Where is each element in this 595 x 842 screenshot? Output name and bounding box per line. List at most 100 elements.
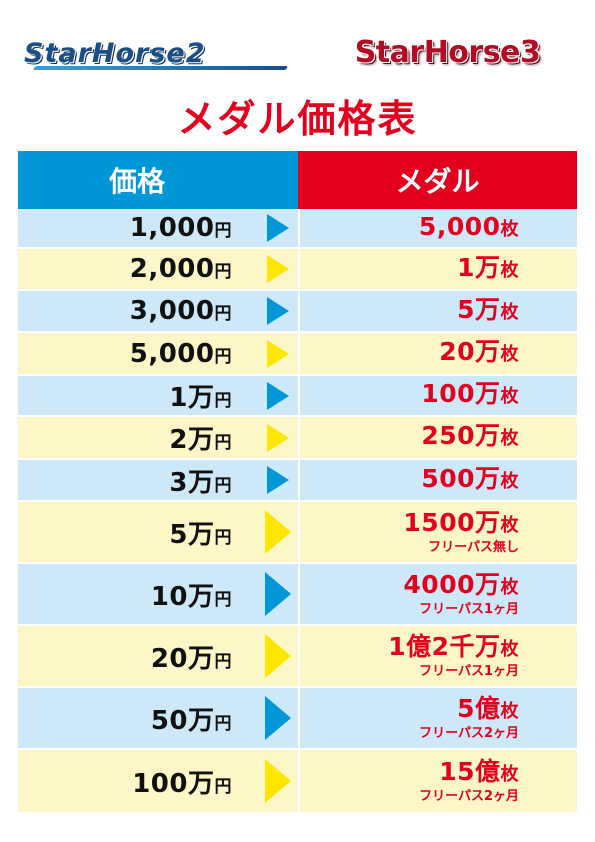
price-value: 10万円 xyxy=(151,576,232,613)
medal-amount: 4000万 xyxy=(403,569,501,599)
medal-unit: 枚 xyxy=(500,386,519,407)
table-row: 3,000円 5万枚 xyxy=(18,291,577,333)
price-amount: 3万 xyxy=(169,467,215,498)
logo-bar: StarHorse2 StarHorse3 xyxy=(0,30,595,90)
medal-cell: 250万枚 xyxy=(298,417,577,458)
price-cell: 2万円 xyxy=(18,417,298,458)
price-cell: 10万円 xyxy=(18,564,298,624)
price-value: 2,000円 xyxy=(130,254,232,284)
medal-cell: 500万枚 xyxy=(298,460,577,500)
starhorse3-logo-text: StarHorse3 xyxy=(354,34,541,70)
price-unit: 円 xyxy=(214,651,232,672)
price-cell: 20万円 xyxy=(18,626,298,686)
medal-value: 5,000枚 xyxy=(418,211,519,244)
medal-value: 5万枚 xyxy=(457,294,519,327)
price-unit: 円 xyxy=(214,391,232,411)
medal-value: 5億枚 xyxy=(457,693,519,726)
medal-amount: 250万 xyxy=(421,421,501,450)
free-pass-note: フリーパス2ヶ月 xyxy=(419,725,519,741)
right-arrow-icon xyxy=(265,696,291,740)
medal-value: 15億枚 xyxy=(439,756,519,789)
arrow-cell xyxy=(258,333,298,374)
table-row: 2万円 250万枚 xyxy=(18,417,577,460)
arrow-cell xyxy=(258,209,298,247)
right-arrow-icon xyxy=(265,572,291,616)
medal-amount: 500万 xyxy=(421,463,501,493)
header-medal: メダル xyxy=(298,151,577,209)
medal-amount: 5億 xyxy=(457,693,501,723)
price-cell: 3,000円 xyxy=(18,291,298,331)
medal-unit: 枚 xyxy=(500,763,519,785)
price-value: 1,000円 xyxy=(130,213,232,243)
header-price: 価格 xyxy=(18,151,298,209)
arrow-cell xyxy=(258,249,298,289)
price-unit: 円 xyxy=(214,262,232,282)
price-value: 2万円 xyxy=(169,419,232,456)
medal-value: 1万枚 xyxy=(457,252,519,285)
price-value: 3万円 xyxy=(169,462,232,499)
table-row: 5,000円 20万枚 xyxy=(18,333,577,376)
table-header: 価格 メダル xyxy=(18,151,577,209)
price-amount: 2万 xyxy=(169,425,215,455)
price-unit: 円 xyxy=(214,304,232,324)
medal-amount: 15億 xyxy=(439,756,501,786)
table-row: 50万円 5億枚 フリーパス2ヶ月 xyxy=(18,688,577,750)
price-cell: 2,000円 xyxy=(18,249,298,289)
medal-value: 1500万枚 xyxy=(403,507,519,540)
table-row: 2,000円 1万枚 xyxy=(18,249,577,291)
medal-amount: 1万 xyxy=(457,252,501,282)
right-arrow-icon xyxy=(267,381,289,410)
price-value: 20万円 xyxy=(151,638,232,675)
right-arrow-icon xyxy=(267,466,289,494)
free-pass-note: フリーパス1ヶ月 xyxy=(419,663,519,679)
price-value: 50万円 xyxy=(151,700,232,737)
price-amount: 20万 xyxy=(150,643,215,674)
price-unit: 円 xyxy=(214,713,232,734)
table-row: 100万円 15億枚 フリーパス2ヶ月 xyxy=(18,750,577,814)
medal-unit: 枚 xyxy=(500,344,519,365)
arrow-cell xyxy=(258,502,298,562)
price-amount: 5万 xyxy=(169,519,215,550)
price-amount: 100万 xyxy=(132,768,215,799)
page-title: メダル価格表 xyxy=(177,97,418,141)
price-unit: 円 xyxy=(214,221,232,241)
right-arrow-icon xyxy=(265,759,291,803)
table-body: 1,000円 5,000枚 2,000円 1万枚 3,000円 5万枚 5,000円 20万枚… xyxy=(18,209,577,814)
starhorse2-swoosh xyxy=(32,66,289,70)
arrow-cell xyxy=(258,417,298,458)
starhorse2-logo-text: StarHorse2 xyxy=(24,37,206,69)
table-row: 5万円 1500万枚 フリーパス無し xyxy=(18,502,577,564)
price-cell: 100万円 xyxy=(18,750,298,812)
medal-amount: 5,000 xyxy=(418,211,501,241)
medal-unit: 枚 xyxy=(500,428,519,449)
price-unit: 円 xyxy=(214,433,232,453)
price-cell: 3万円 xyxy=(18,460,298,500)
price-amount: 50万 xyxy=(150,705,215,736)
right-arrow-icon xyxy=(267,423,289,452)
arrow-cell xyxy=(258,291,298,331)
price-cell: 1万円 xyxy=(18,376,298,415)
arrow-cell xyxy=(258,376,298,415)
arrow-cell xyxy=(258,626,298,686)
right-arrow-icon xyxy=(265,634,291,678)
medal-value: 1億2千万枚 xyxy=(388,632,519,664)
price-amount: 2,000 xyxy=(129,254,215,284)
medal-cell: 5億枚 フリーパス2ヶ月 xyxy=(298,688,577,748)
medal-amount: 1500万 xyxy=(403,507,501,537)
medal-unit: 枚 xyxy=(500,218,519,240)
medal-amount: 20万 xyxy=(439,337,501,366)
price-table: 価格 メダル 1,000円 5,000枚 2,000円 1万枚 3,000円 5万枚 5,0… xyxy=(18,151,577,814)
medal-cell: 15億枚 フリーパス2ヶ月 xyxy=(298,750,577,812)
price-cell: 1,000円 xyxy=(18,209,298,247)
right-arrow-icon xyxy=(267,339,289,368)
medal-unit: 枚 xyxy=(500,700,519,722)
price-unit: 円 xyxy=(214,589,232,610)
medal-amount: 5万 xyxy=(457,294,501,324)
price-unit: 円 xyxy=(214,475,232,496)
price-unit: 円 xyxy=(214,346,232,367)
medal-cell: 1500万枚 フリーパス無し xyxy=(298,502,577,562)
medal-unit: 枚 xyxy=(500,576,519,598)
price-amount: 3,000 xyxy=(129,296,215,326)
arrow-cell xyxy=(258,750,298,812)
starhorse3-logo: StarHorse3 xyxy=(320,32,575,72)
